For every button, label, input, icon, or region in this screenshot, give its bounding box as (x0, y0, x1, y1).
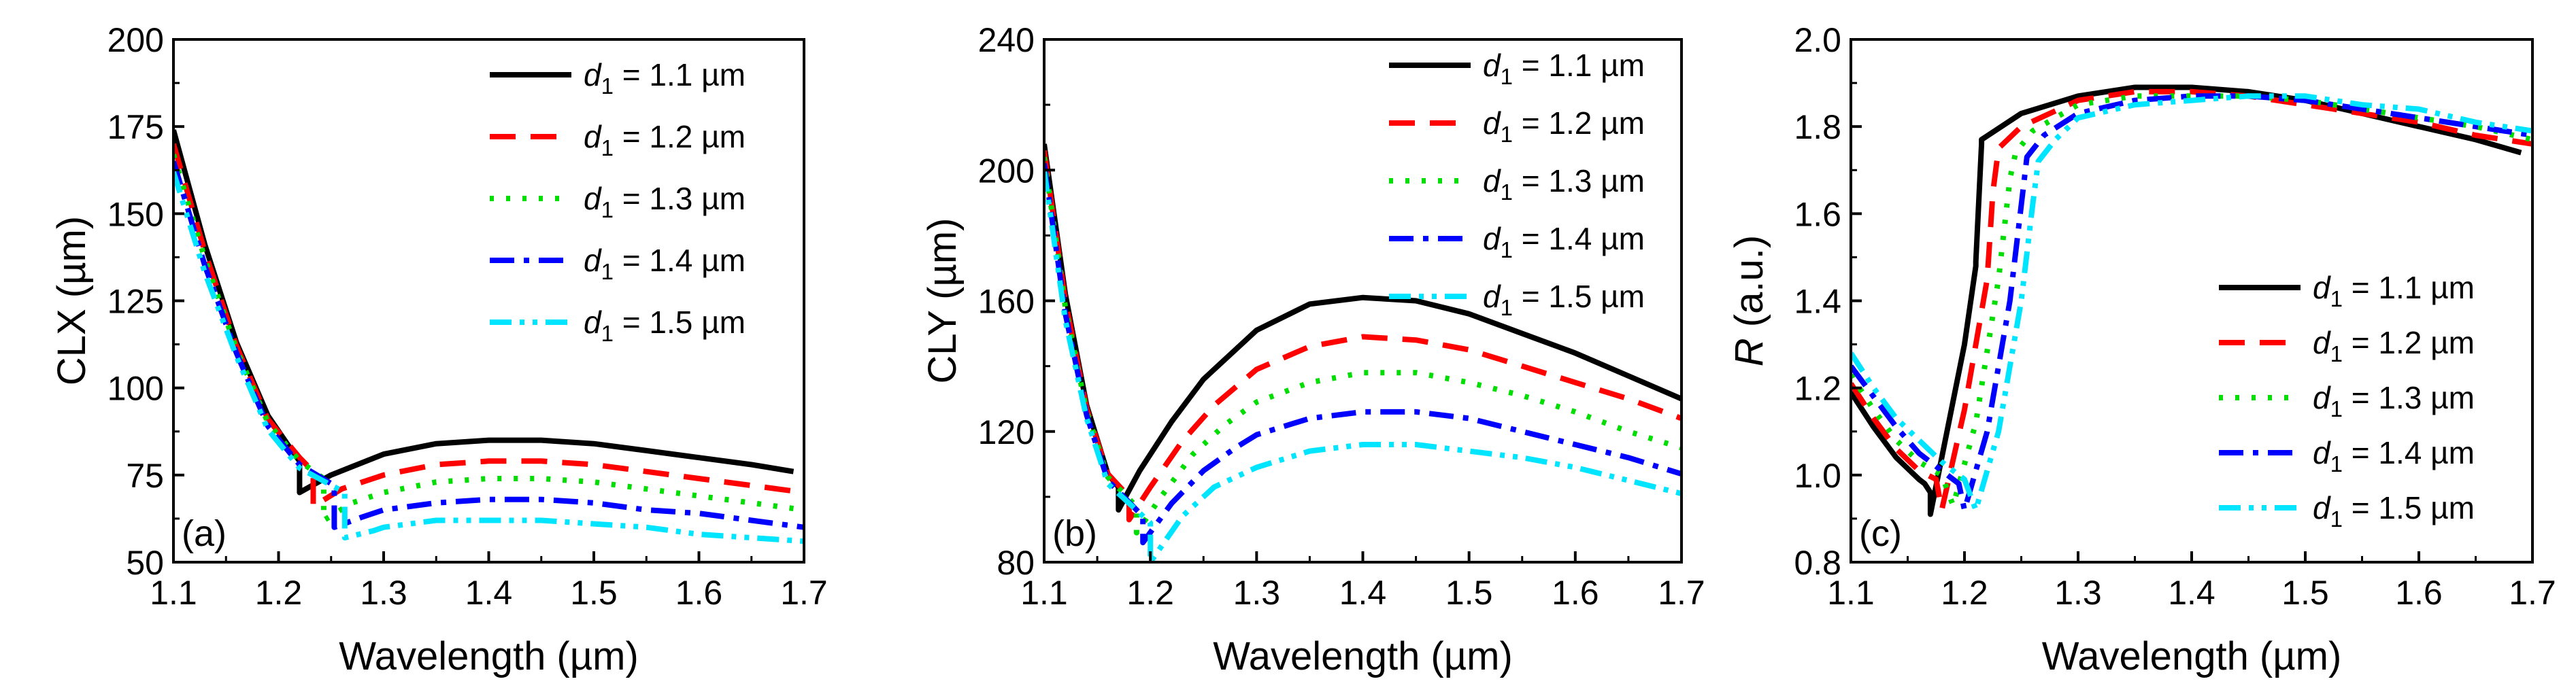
x-tick-label: 1.4 (465, 574, 513, 612)
y-tick-label: 50 (126, 544, 164, 582)
series-line-d1-1 (1044, 169, 1682, 562)
panel-b: 1.1 1.2 1.3 1.4 1.5 1.6 1.7 80 120 160 200 240 Wavel… (920, 21, 1705, 678)
panel-label: (c) (1859, 513, 1902, 554)
legend: d1 = 1.1 µm d1 = 1.2 µm d1 = 1.3 µm d1 = 1.… (1389, 48, 1645, 320)
y-tick-label: 175 (107, 108, 164, 146)
legend-label: d1 = 1.3 µm (1483, 163, 1645, 205)
series-line-d1-1 (1044, 143, 1682, 513)
y-tick-label: 150 (107, 195, 164, 233)
x-axis-label: Wavelength (µm) (1213, 634, 1513, 678)
x-tick-label: 1.6 (675, 574, 723, 612)
x-tick-label: 1.5 (570, 574, 618, 612)
x-tick-label: 1.1 (1827, 574, 1875, 612)
y-tick-label: 1.0 (1794, 457, 1841, 495)
x-tick-label: 1.7 (780, 574, 828, 612)
x-tick-label: 1.7 (2509, 574, 2556, 612)
series-line-d1-1 (1851, 88, 2532, 513)
y-axis-label-symbol: R (1727, 338, 1771, 366)
legend-label: d1 = 1.4 µm (584, 243, 746, 284)
x-tick-label: 1.1 (150, 574, 197, 612)
y-tick-label: 2.0 (1794, 21, 1841, 59)
x-tick-label: 1.2 (1126, 574, 1174, 612)
legend-label: d1 = 1.5 µm (1483, 279, 1645, 320)
series-line-d1-1 (173, 143, 804, 509)
legend-label: d1 = 1.4 µm (2313, 435, 2475, 477)
x-tick-label: 1.4 (2168, 574, 2215, 612)
legend-label: d1 = 1.2 µm (2313, 325, 2475, 366)
x-tick-label: 1.1 (1020, 574, 1068, 612)
panel-label: (a) (182, 513, 227, 554)
y-tick-label: 120 (978, 413, 1035, 451)
y-axis-label: CLX (µm) (50, 216, 94, 385)
series-line-d1-1 (1851, 93, 2532, 513)
legend-label: d1 = 1.2 µm (1483, 105, 1645, 147)
y-tick-label: 160 (978, 283, 1035, 321)
y-tick-label: 1.4 (1794, 283, 1841, 321)
series-line-d1-1 (173, 154, 804, 523)
series-line-d1-1 (173, 171, 804, 544)
y-tick-label: 1.2 (1794, 370, 1841, 408)
y-tick-label: 100 (107, 370, 164, 408)
legend: d1 = 1.1 µm d1 = 1.2 µm d1 = 1.3 µm d1 = 1.… (2219, 270, 2475, 532)
series-line-d1-1 (1044, 156, 1682, 536)
x-axis-label: Wavelength (µm) (2042, 634, 2342, 678)
panel-a: 1.1 1.2 1.3 1.4 1.5 1.6 1.7 50 75 100 125 150 175 200… (50, 21, 828, 678)
x-tick-label: 1.4 (1339, 574, 1387, 612)
x-tick-label: 1.5 (2281, 574, 2329, 612)
series-line-d1-1 (173, 160, 804, 530)
legend-label: d1 = 1.5 µm (2313, 490, 2475, 532)
x-tick-label: 1.2 (255, 574, 303, 612)
panel-c: 1.1 1.2 1.3 1.4 1.5 1.6 1.7 0.8 1.0 1.2 1.4 1.6 1.8 2… (1727, 21, 2556, 678)
legend-label: d1 = 1.1 µm (1483, 48, 1645, 89)
legend-label: d1 = 1.3 µm (584, 181, 746, 222)
x-tick-label: 1.3 (360, 574, 407, 612)
y-tick-label: 200 (978, 152, 1035, 190)
x-axis-label: Wavelength (µm) (339, 634, 639, 678)
y-axis-label-units: (a.u.) (1727, 235, 1771, 339)
x-tick-label: 1.3 (1233, 574, 1281, 612)
y-axis-label: CLY (µm) (920, 218, 965, 384)
series-line-d1-1 (1044, 163, 1682, 546)
panel-label: (b) (1052, 513, 1097, 554)
legend-label: d1 = 1.2 µm (584, 119, 746, 160)
y-tick-label: 80 (997, 544, 1035, 582)
y-tick-label: 0.8 (1794, 544, 1841, 582)
y-tick-label: 240 (978, 21, 1035, 59)
y-tick-label: 125 (107, 283, 164, 321)
x-tick-label: 1.7 (1658, 574, 1705, 612)
y-tick-label: 75 (126, 457, 164, 495)
legend-label: d1 = 1.4 µm (1483, 221, 1645, 262)
x-tick-label: 1.3 (2054, 574, 2102, 612)
axes-frame (172, 38, 805, 564)
y-tick-label: 200 (107, 21, 164, 59)
legend-label: d1 = 1.1 µm (584, 57, 746, 99)
legend-label: d1 = 1.1 µm (2313, 270, 2475, 311)
legend-label: d1 = 1.3 µm (2313, 380, 2475, 421)
y-tick-label: 1.8 (1794, 108, 1841, 146)
series-line-d1-1 (1044, 150, 1682, 523)
legend-label: d1 = 1.5 µm (584, 305, 746, 346)
x-tick-label: 1.6 (2395, 574, 2443, 612)
x-tick-label: 1.2 (1941, 574, 1988, 612)
x-tick-label: 1.5 (1445, 574, 1493, 612)
legend: d1 = 1.1 µm d1 = 1.2 µm d1 = 1.3 µm d1 = 1.… (490, 57, 746, 346)
y-tick-label: 1.6 (1794, 195, 1841, 233)
x-tick-label: 1.6 (1552, 574, 1599, 612)
y-axis-label: R (a.u.) (1727, 235, 1771, 366)
series-line-d1-1 (1851, 93, 2532, 513)
